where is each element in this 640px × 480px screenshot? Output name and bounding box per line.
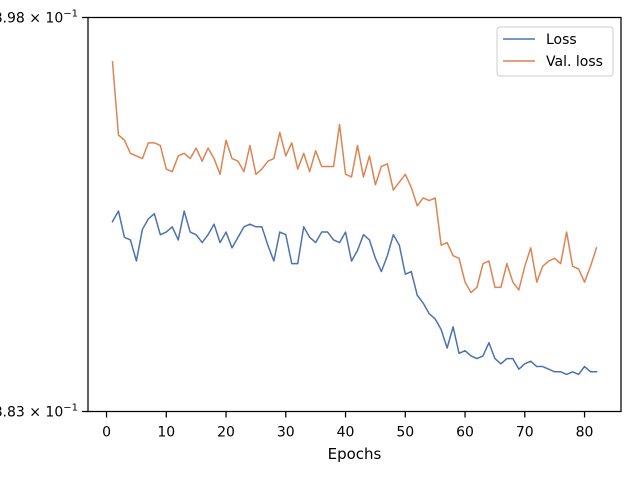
y-tick-label-exponent: −1 (63, 403, 78, 414)
x-tick-label: 60 (456, 425, 474, 441)
series-layer (111, 61, 598, 376)
y-tick-label: 8.98 × 10−1 (0, 9, 78, 27)
series-line-val-loss (111, 61, 598, 294)
legend-label-val-loss: Val. loss (546, 54, 603, 70)
plot-area (87, 16, 622, 413)
legend-label-loss: Loss (546, 32, 577, 48)
y-tick-label-base: 8.98 × 10 (0, 11, 63, 27)
x-axis: 0 10 20 30 40 50 60 70 80 (102, 411, 594, 441)
y-tick-label: 8.83 × 10−1 (0, 403, 78, 421)
x-axis-title: Epochs (328, 445, 382, 463)
x-tick-label: 50 (396, 425, 414, 441)
x-tick-label: 0 (102, 425, 111, 441)
x-tick-label: 30 (277, 425, 295, 441)
x-tick-label: 80 (576, 425, 594, 441)
x-tick-label: 70 (516, 425, 534, 441)
legend: Loss Val. loss (496, 26, 614, 77)
x-tick-label: 40 (337, 425, 355, 441)
series-line-loss (111, 210, 598, 376)
plot-frame (87, 16, 622, 413)
y-tick-label-base: 8.83 × 10 (0, 405, 63, 421)
y-tick-label-exponent: −1 (63, 9, 78, 20)
y-axis: 8.98 × 10−18.83 × 10−1 (0, 9, 88, 421)
x-tick-label: 10 (157, 425, 175, 441)
x-tick-label: 20 (217, 425, 235, 441)
